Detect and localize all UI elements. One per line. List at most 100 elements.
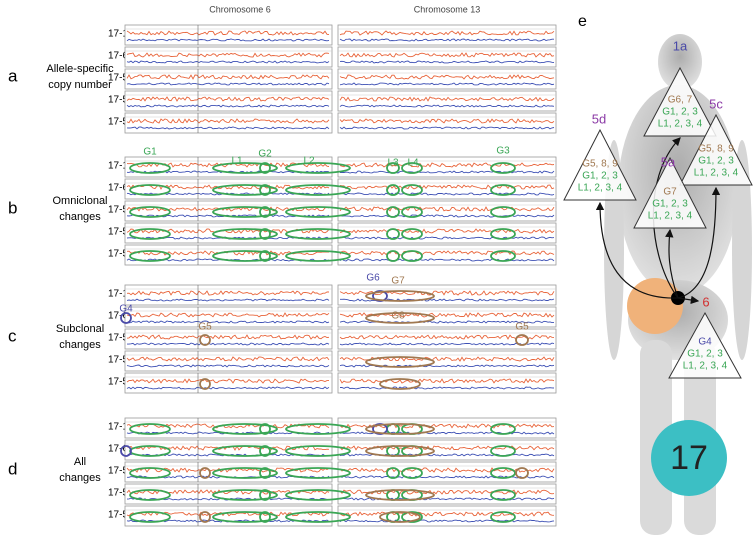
- major-allele-trace: [339, 250, 555, 256]
- track: [337, 350, 557, 372]
- node-changes: G5, 8, 9: [582, 159, 618, 170]
- change-highlight: [401, 511, 423, 523]
- change-highlight: [129, 250, 171, 262]
- change-highlight: [259, 489, 271, 501]
- minor-allele-trace: [339, 170, 555, 174]
- minor-allele-trace: [126, 126, 330, 130]
- change-highlight: [259, 228, 271, 240]
- change-highlight: [490, 162, 516, 174]
- track: [337, 505, 557, 527]
- change-highlight: [490, 511, 516, 523]
- major-allele-trace: [339, 334, 555, 340]
- track: [337, 222, 557, 244]
- sample-label: 17-5c: [108, 466, 133, 477]
- node-changes: G7: [663, 187, 677, 198]
- change-highlight: [365, 356, 435, 368]
- change-highlight: [401, 184, 423, 196]
- node-changes: L1, 2, 3, 4: [648, 211, 693, 222]
- change-highlight: [365, 445, 435, 457]
- column-title: Chromosome 13: [414, 4, 481, 14]
- minor-allele-trace: [339, 38, 554, 42]
- change-label: G3: [496, 146, 510, 157]
- track: [124, 328, 333, 350]
- node-label: 5a: [661, 154, 676, 169]
- change-highlight: [515, 334, 529, 346]
- node-changes: L1, 2, 3, 4: [658, 119, 703, 130]
- node-changes: G1, 2, 3: [662, 107, 698, 118]
- panel-label: Subclonal: [56, 323, 104, 335]
- change-highlight: [386, 162, 400, 174]
- change-highlight: [259, 511, 271, 523]
- change-highlight: [401, 228, 423, 240]
- change-highlight: [285, 511, 351, 523]
- change-highlight: [259, 162, 271, 174]
- track: [124, 483, 333, 505]
- change-highlight: [285, 228, 351, 240]
- column-title: Chromosome 6: [209, 4, 271, 14]
- sample-label: 17-6: [108, 311, 128, 322]
- major-allele-trace: [339, 378, 555, 384]
- change-highlight: [129, 162, 171, 174]
- change-highlight: [490, 467, 516, 479]
- track: [124, 24, 333, 46]
- change-highlight: [199, 334, 211, 346]
- change-highlight: [401, 250, 423, 262]
- panel-letter: b: [8, 198, 17, 217]
- change-highlight: [365, 290, 435, 302]
- track: [124, 178, 333, 200]
- sample-label: 17-5c: [108, 73, 133, 84]
- track: [124, 306, 333, 328]
- change-highlight: [212, 228, 278, 240]
- change-highlight: [199, 378, 211, 390]
- minor-allele-trace: [339, 258, 555, 262]
- track: [124, 156, 333, 178]
- track: [124, 439, 333, 461]
- minor-allele-trace: [339, 214, 555, 218]
- panel-label: copy number: [48, 79, 112, 91]
- change-highlight: [285, 489, 351, 501]
- change-highlight: [379, 378, 421, 390]
- change-highlight: [259, 250, 271, 262]
- change-highlight: [365, 312, 435, 324]
- panel-label: changes: [59, 472, 101, 484]
- node-label: 5c: [709, 96, 723, 111]
- minor-allele-trace: [339, 126, 555, 130]
- minor-allele-trace: [126, 320, 330, 324]
- sample-label: 17-5d: [108, 205, 134, 216]
- track: [337, 417, 557, 439]
- change-highlight: [490, 206, 516, 218]
- change-highlight: [212, 467, 278, 479]
- panel-letter: e: [578, 13, 587, 30]
- minor-allele-trace: [339, 192, 555, 196]
- track: [124, 350, 333, 372]
- change-highlight: [259, 445, 271, 457]
- change-highlight: [365, 423, 435, 435]
- track: [337, 284, 557, 306]
- change-label: L3: [387, 158, 399, 169]
- change-highlight: [386, 250, 400, 262]
- clone-triangle: [633, 156, 707, 229]
- change-label: G5: [515, 322, 529, 333]
- node-changes: G1, 2, 3: [698, 156, 734, 167]
- minor-allele-trace: [126, 386, 330, 390]
- major-allele-trace: [126, 356, 330, 362]
- major-allele-trace: [339, 206, 555, 212]
- sample-label: 17-1a: [108, 289, 134, 300]
- minor-allele-trace: [339, 82, 555, 86]
- change-highlight: [285, 184, 351, 196]
- change-label: G1: [143, 147, 157, 158]
- sample-label: 17-5c: [108, 510, 133, 521]
- change-highlight: [401, 467, 423, 479]
- major-allele-trace: [339, 52, 555, 58]
- change-highlight: [386, 206, 400, 218]
- change-highlight: [386, 467, 400, 479]
- patient-badge: [651, 420, 727, 496]
- node-changes: L1, 2, 3, 4: [694, 168, 739, 179]
- change-label: G2: [258, 149, 272, 160]
- change-highlight: [259, 423, 271, 435]
- change-label: G8: [391, 311, 405, 322]
- track: [124, 244, 333, 266]
- major-allele-trace: [339, 423, 555, 429]
- minor-allele-trace: [126, 298, 330, 302]
